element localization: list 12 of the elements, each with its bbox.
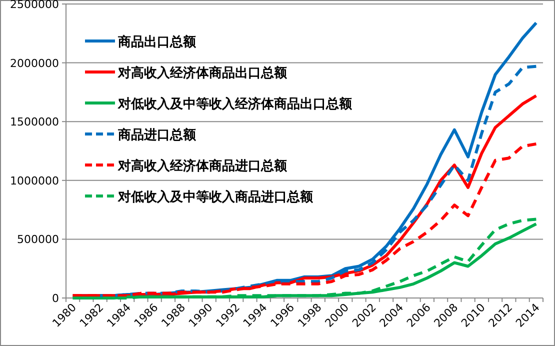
legend-label: 对高收入经济体商品出口总额 <box>117 65 288 81</box>
y-tick-label: 2500000 <box>10 0 59 11</box>
legend-label: 商品出口总额 <box>117 34 197 50</box>
legend-label: 对低收入及中等收入商品进口总额 <box>117 189 314 205</box>
legend-label: 商品进口总额 <box>117 127 197 143</box>
legend-label: 对低收入及中等收入经济体商品出口总额 <box>117 96 353 112</box>
y-tick-label: 2000000 <box>10 56 59 70</box>
y-tick-label: 1000000 <box>10 174 59 188</box>
y-tick-label: 0 <box>52 292 59 305</box>
y-tick-label: 500000 <box>17 233 59 246</box>
legend-label: 对高收入经济体商品进口总额 <box>117 158 288 174</box>
y-tick-label: 1500000 <box>10 116 59 129</box>
